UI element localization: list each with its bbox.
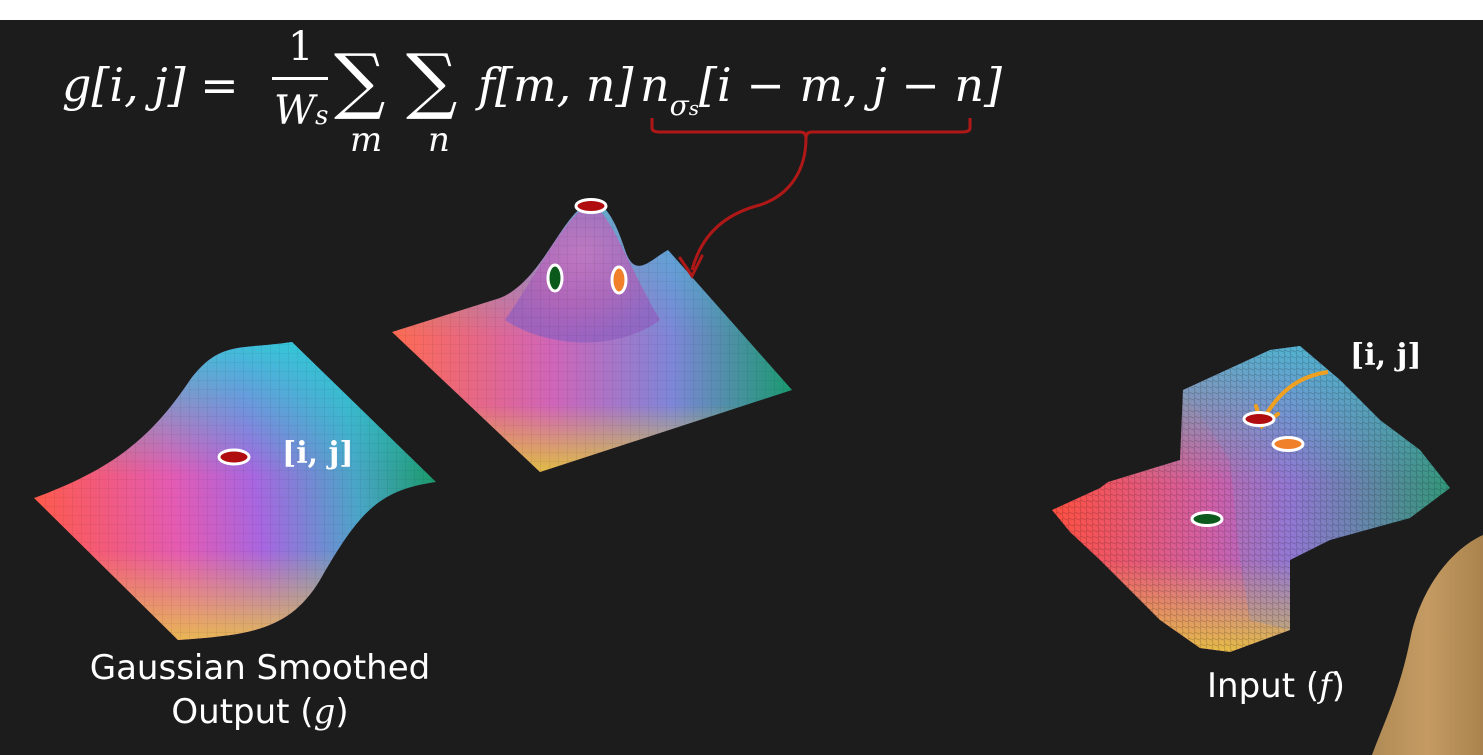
- sum-symbol-2: ∑: [406, 38, 458, 122]
- output-ij-label: [i, j]: [282, 436, 354, 471]
- input-ij-label: [i, j]: [1350, 338, 1422, 373]
- input-arrow-line: [1262, 370, 1329, 419]
- figure-graphics: [34, 118, 1483, 755]
- input-caption: Input (f): [1207, 666, 1345, 706]
- input-marker-red: [1242, 411, 1276, 427]
- kernel-marker-green: [546, 263, 564, 293]
- equation-term-f: f[m, n]: [478, 58, 634, 112]
- sum-symbol-1: ∑: [334, 38, 386, 122]
- equation-fraction-bar: [272, 77, 328, 80]
- top-white-strip: [0, 0, 1483, 20]
- kernel-surface: [392, 203, 792, 472]
- sum-index-n: n: [428, 120, 450, 160]
- input-marker-orange: [1271, 436, 1305, 452]
- equation-fraction-denominator: Ws: [274, 88, 329, 134]
- presenter-figure: [1372, 535, 1483, 755]
- kernel-marker-orange: [610, 265, 628, 295]
- equation-fraction-numerator: 1: [288, 24, 314, 70]
- equation-kernel: nσs[i − m, j − n]: [640, 58, 1002, 122]
- slide-canvas: g[i, j] = 1 Ws ∑ m ∑ n f[m, n] nσs[i − m…: [0, 20, 1483, 755]
- input-surface: [1052, 346, 1450, 652]
- output-caption-line1: Gaussian Smoothed: [89, 648, 431, 688]
- kernel-bracket: [650, 118, 972, 139]
- bracket-arrow-head: [678, 254, 704, 279]
- output-caption-line2: Output (g): [171, 692, 349, 732]
- output-caption: Gaussian Smoothed Output (g): [70, 646, 450, 734]
- output-marker-red: [217, 448, 251, 466]
- output-surface: [34, 342, 436, 640]
- kernel-marker-red: [574, 198, 608, 214]
- input-marker-green: [1190, 511, 1224, 527]
- sum-index-m: m: [350, 120, 383, 160]
- equation-lhs: g[i, j] =: [62, 58, 239, 112]
- bracket-arrow-line: [690, 137, 808, 271]
